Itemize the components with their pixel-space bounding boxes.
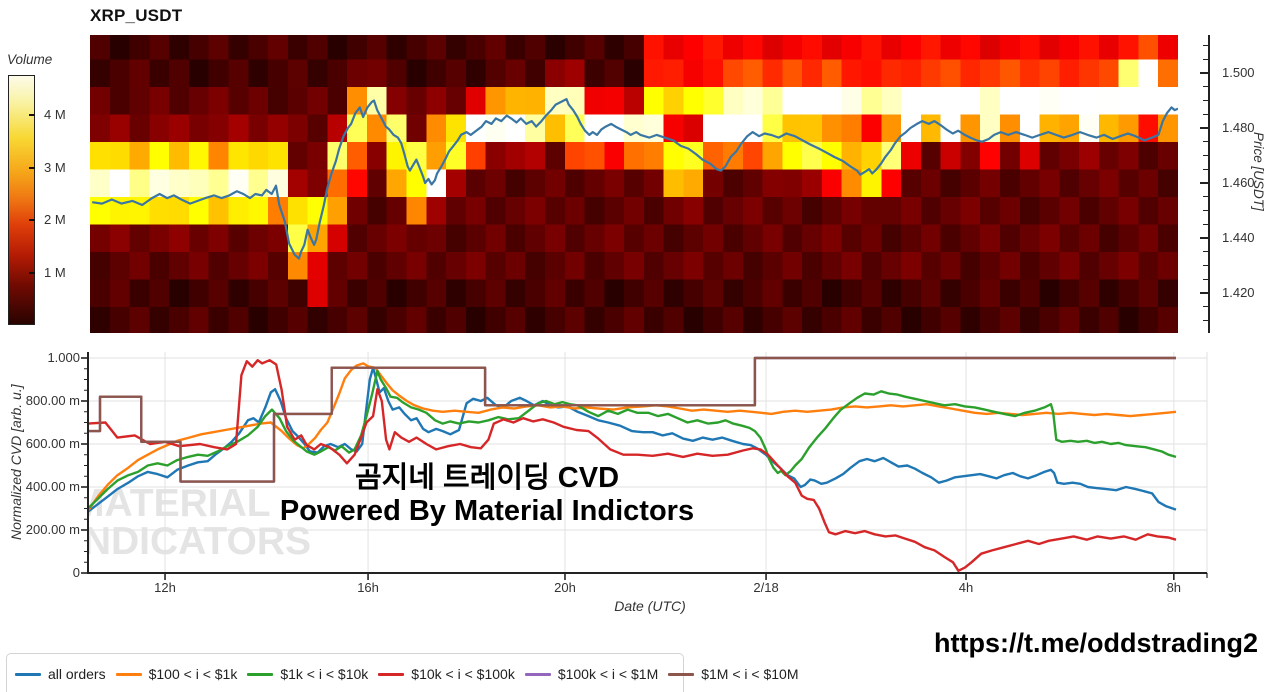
cvd-x-tick-label: 20h — [554, 580, 576, 595]
colorbar-tick — [29, 271, 35, 274]
price-minor-tick — [1203, 223, 1208, 225]
volume-colorbar — [8, 75, 35, 325]
price-minor-tick — [1203, 196, 1208, 198]
legend-label: $100k < i < $1M — [557, 666, 659, 682]
legend-swatch — [378, 672, 405, 676]
price-major-tick — [1200, 72, 1208, 74]
price-line — [92, 97, 1178, 260]
price-major-tick — [1200, 237, 1208, 239]
volume-heatmap — [90, 35, 1178, 333]
page-title: XRP_USDT — [90, 6, 183, 25]
cvd-x-tick-label: 12h — [154, 580, 176, 595]
legend-swatch — [247, 672, 274, 676]
legend-item: all orders — [15, 666, 106, 682]
price-axis-line — [1208, 35, 1210, 333]
annotation: 곰지네 트레이딩 CVD Powered By Material Indicto… — [277, 462, 697, 528]
legend-item: $1M < i < $10M — [668, 666, 799, 682]
price-minor-tick — [1203, 58, 1208, 60]
legend-swatch — [524, 672, 551, 676]
cvd-x-tick-label: 16h — [357, 580, 379, 595]
price-minor-tick — [1203, 306, 1208, 308]
legend-item: $10k < i < $100k — [378, 666, 515, 682]
legend: all orders $100 < i < $1k $1k < i < $10k $1… — [6, 653, 799, 692]
colorbar-title: Volume — [7, 52, 53, 67]
price-minor-tick — [1203, 100, 1208, 101]
price-tick-label: 1.440 — [1222, 230, 1255, 245]
series-line--100-i-1k — [87, 362, 1177, 512]
price-tick-label: 1.420 — [1222, 285, 1255, 300]
legend-label: $1M < i < $10M — [701, 666, 799, 682]
cvd-y-tick-label: 200.00 m — [25, 522, 80, 537]
price-minor-tick — [1203, 86, 1208, 88]
price-axis-title: Price [USDT] — [1251, 132, 1266, 211]
annotation-line-2: Powered By Material Indictors — [279, 495, 695, 527]
price-major-tick — [1200, 127, 1208, 129]
price-minor-tick — [1203, 278, 1208, 280]
legend-swatch — [115, 672, 142, 676]
legend-label: all orders — [48, 666, 106, 682]
cvd-chart — [81, 352, 1208, 580]
cvd-x-tick-label: 2/18 — [753, 580, 779, 595]
cvd-y-tick-label: 800.00 m — [25, 393, 80, 408]
series-line--1M-i-10M — [88, 356, 1176, 483]
legend-item: $1k < i < $10k — [247, 666, 368, 682]
annotation-line-1: 곰지네 트레이딩 CVD — [354, 462, 620, 494]
legend-label: $1k < i < $10k — [280, 666, 369, 682]
cvd-x-tick-label: 4h — [958, 580, 974, 595]
colorbar-tick — [29, 219, 35, 222]
price-minor-tick — [1203, 251, 1208, 253]
price-minor-tick — [1203, 113, 1208, 115]
cvd-y-tick-label: 1.000 — [47, 350, 80, 365]
legend-swatch — [668, 672, 695, 676]
legend-item: $100k < i < $1M — [524, 666, 659, 682]
telegram-url: https://t.me/oddstrading2 — [934, 628, 1258, 658]
cvd-x-tick-label: 8h — [1166, 580, 1182, 595]
price-major-tick — [1200, 292, 1208, 294]
price-minor-tick — [1203, 155, 1208, 156]
series-line--10k-i-100k — [87, 359, 1177, 573]
price-minor-tick — [1203, 210, 1208, 211]
cvd-y-tick-label: 600.00 m — [25, 436, 80, 451]
price-minor-tick — [1203, 168, 1208, 170]
legend-swatch — [15, 672, 41, 676]
colorbar-tick-label: 4 M — [44, 107, 66, 122]
price-tick-label: 1.500 — [1222, 65, 1255, 80]
colorbar-tick-label: 2 M — [44, 212, 66, 228]
price-minor-tick — [1203, 141, 1208, 143]
legend-label: $100 < i < $1k — [148, 666, 238, 682]
colorbar-tick-label: 3 M — [44, 159, 66, 175]
price-minor-tick — [1203, 320, 1208, 321]
price-minor-tick — [1203, 265, 1208, 266]
series-line--1k-i-10k — [87, 369, 1177, 510]
price-tick-label: 1.480 — [1222, 120, 1255, 135]
colorbar-tick — [29, 166, 35, 169]
price-tick-label: 1.460 — [1222, 175, 1255, 190]
cvd-y-tick-label: 400.00 m — [25, 479, 80, 494]
colorbar-tick — [29, 114, 35, 116]
cvd-x-axis-title: Date (UTC) — [614, 598, 686, 614]
heatmap-cells — [90, 35, 1178, 333]
legend-item: $100 < i < $1k — [115, 666, 238, 682]
cvd-y-tick-label: 0 — [72, 565, 80, 580]
price-minor-tick — [1203, 45, 1208, 46]
legend-label: $10k < i < $100k — [411, 666, 515, 682]
colorbar-tick-label: 1 M — [44, 264, 66, 280]
price-major-tick — [1200, 182, 1208, 184]
